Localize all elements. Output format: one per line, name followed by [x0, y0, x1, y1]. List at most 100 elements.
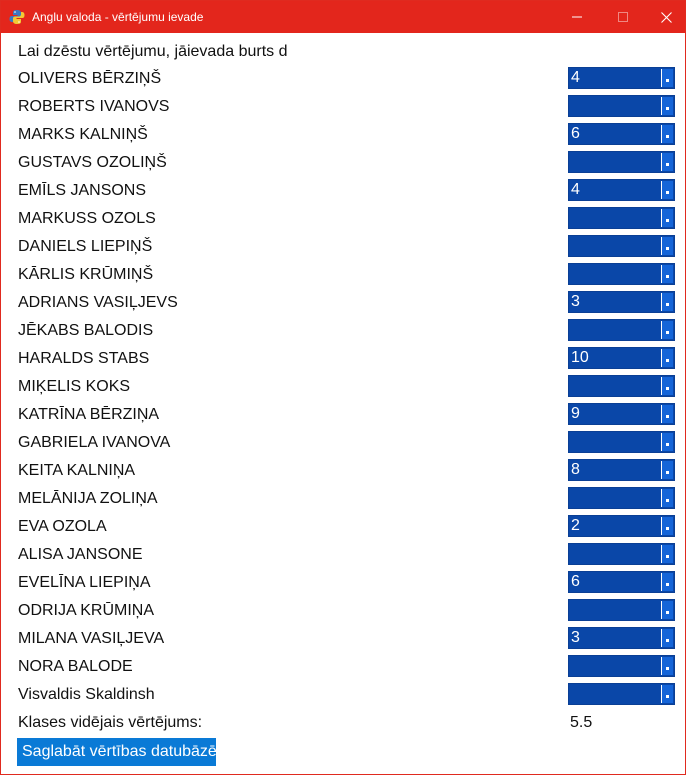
grade-combobox[interactable]: 4: [568, 179, 675, 201]
grade-value[interactable]: 8: [571, 461, 580, 478]
dropdown-arrow-icon[interactable]: [661, 237, 673, 255]
grade-combobox[interactable]: 8: [568, 459, 675, 481]
grade-combobox[interactable]: 3: [568, 291, 675, 313]
grade-combobox[interactable]: [568, 235, 675, 257]
dropdown-arrow-icon[interactable]: [661, 293, 673, 311]
grade-combobox[interactable]: [568, 207, 675, 229]
student-row: MIĶELIS KOKS: [1, 374, 685, 402]
grade-combobox[interactable]: [568, 95, 675, 117]
grade-combobox[interactable]: [568, 655, 675, 677]
grade-combobox[interactable]: [568, 375, 675, 397]
maximize-icon: [618, 12, 628, 22]
student-row: HARALDS STABS 10: [1, 346, 685, 374]
student-row: KĀRLIS KRŪMIŅŠ: [1, 262, 685, 290]
dropdown-arrow-icon[interactable]: [661, 657, 673, 675]
dropdown-arrow-icon[interactable]: [661, 461, 673, 479]
student-name: HARALDS STABS: [18, 350, 150, 367]
dropdown-arrow-icon[interactable]: [661, 97, 673, 115]
grade-combobox[interactable]: 2: [568, 515, 675, 537]
grade-value[interactable]: 10: [571, 349, 589, 366]
student-row: OLIVERS BĒRZIŅŠ 4: [1, 66, 685, 94]
grade-value[interactable]: 3: [571, 293, 580, 310]
student-name: KATRĪNA BĒRZIŅA: [18, 406, 160, 423]
student-name: ODRIJA KRŪMIŅA: [18, 602, 155, 619]
grade-value[interactable]: 4: [571, 181, 580, 198]
grade-value[interactable]: 2: [571, 517, 580, 534]
dropdown-arrow-icon[interactable]: [661, 153, 673, 171]
student-row: EVA OZOLA 2: [1, 514, 685, 542]
minimize-icon: [572, 16, 582, 18]
grade-value[interactable]: 6: [571, 125, 580, 142]
student-name: ADRIANS VASIĻJEVS: [18, 294, 178, 311]
dropdown-arrow-icon[interactable]: [661, 265, 673, 283]
grade-combobox[interactable]: [568, 543, 675, 565]
dropdown-arrow-icon[interactable]: [661, 517, 673, 535]
grade-combobox[interactable]: [568, 599, 675, 621]
student-row: JĒKABS BALODIS: [1, 318, 685, 346]
student-row: MARKUSS OZOLS: [1, 206, 685, 234]
dropdown-arrow-icon[interactable]: [661, 321, 673, 339]
dropdown-arrow-icon[interactable]: [661, 377, 673, 395]
dropdown-arrow-icon[interactable]: [661, 685, 673, 703]
dropdown-arrow-icon[interactable]: [661, 545, 673, 563]
dropdown-arrow-icon[interactable]: [661, 349, 673, 367]
close-icon: [660, 11, 672, 23]
grade-combobox[interactable]: 9: [568, 403, 675, 425]
student-name: GABRIELA IVANOVA: [18, 434, 171, 451]
grade-combobox[interactable]: 3: [568, 627, 675, 649]
maximize-button[interactable]: [600, 1, 646, 33]
dropdown-arrow-icon[interactable]: [661, 489, 673, 507]
close-button[interactable]: [643, 1, 686, 33]
student-name: KEITA KALNIŅA: [18, 462, 136, 479]
student-row: ALISA JANSONE: [1, 542, 685, 570]
dropdown-arrow-icon[interactable]: [661, 181, 673, 199]
student-name: EVELĪNA LIEPIŅA: [18, 574, 151, 591]
grade-combobox[interactable]: 4: [568, 67, 675, 89]
delete-hint: Lai dzēstu vērtējumu, jāievada burts d: [18, 43, 288, 60]
student-name: KĀRLIS KRŪMIŅŠ: [18, 266, 154, 283]
grade-combobox[interactable]: 10: [568, 347, 675, 369]
student-name: ROBERTS IVANOVS: [18, 98, 170, 115]
grade-combobox[interactable]: [568, 683, 675, 705]
dropdown-arrow-icon[interactable]: [661, 69, 673, 87]
grade-combobox[interactable]: [568, 151, 675, 173]
dropdown-arrow-icon[interactable]: [661, 573, 673, 591]
student-row: EMĪLS JANSONS 4: [1, 178, 685, 206]
grade-value[interactable]: 6: [571, 573, 580, 590]
student-row: NORA BALODE: [1, 654, 685, 682]
title-bar[interactable]: Anglu valoda - vērtējumu ievade: [1, 1, 685, 33]
student-row: ROBERTS IVANOVS: [1, 94, 685, 122]
dropdown-arrow-icon[interactable]: [661, 125, 673, 143]
student-row: ADRIANS VASIĻJEVS 3: [1, 290, 685, 318]
student-name: EVA OZOLA: [18, 518, 107, 535]
grade-combobox[interactable]: [568, 487, 675, 509]
grade-combobox[interactable]: [568, 319, 675, 341]
dropdown-arrow-icon[interactable]: [661, 601, 673, 619]
grade-combobox[interactable]: 6: [568, 123, 675, 145]
save-to-database-button[interactable]: Saglabāt vērtības datubāzē: [17, 738, 217, 766]
dropdown-arrow-icon[interactable]: [661, 209, 673, 227]
student-row: KATRĪNA BĒRZIŅA 9: [1, 402, 685, 430]
minimize-button[interactable]: [554, 1, 600, 33]
grade-combobox[interactable]: [568, 263, 675, 285]
student-name: GUSTAVS OZOLIŅŠ: [18, 154, 167, 171]
student-name: MIĶELIS KOKS: [18, 378, 131, 395]
student-row: Visvaldis Skaldinsh: [1, 682, 685, 710]
grade-value[interactable]: 3: [571, 629, 580, 646]
dropdown-arrow-icon[interactable]: [661, 405, 673, 423]
student-name: JĒKABS BALODIS: [18, 322, 154, 339]
grade-value[interactable]: 4: [571, 69, 580, 86]
student-name: OLIVERS BĒRZIŅŠ: [18, 70, 162, 87]
average-label: Klases vidējais vērtējums:: [18, 714, 203, 731]
student-name: MILANA VASIĻJEVA: [18, 630, 165, 647]
grade-combobox[interactable]: [568, 431, 675, 453]
student-name: ALISA JANSONE: [18, 546, 143, 563]
grade-combobox[interactable]: 6: [568, 571, 675, 593]
grade-value[interactable]: 9: [571, 405, 580, 422]
window-title: Anglu valoda - vērtējumu ievade: [32, 10, 204, 24]
dropdown-arrow-icon[interactable]: [661, 629, 673, 647]
student-name: MARKS KALNIŅŠ: [18, 126, 148, 143]
dropdown-arrow-icon[interactable]: [661, 433, 673, 451]
student-name: MARKUSS OZOLS: [18, 210, 156, 227]
